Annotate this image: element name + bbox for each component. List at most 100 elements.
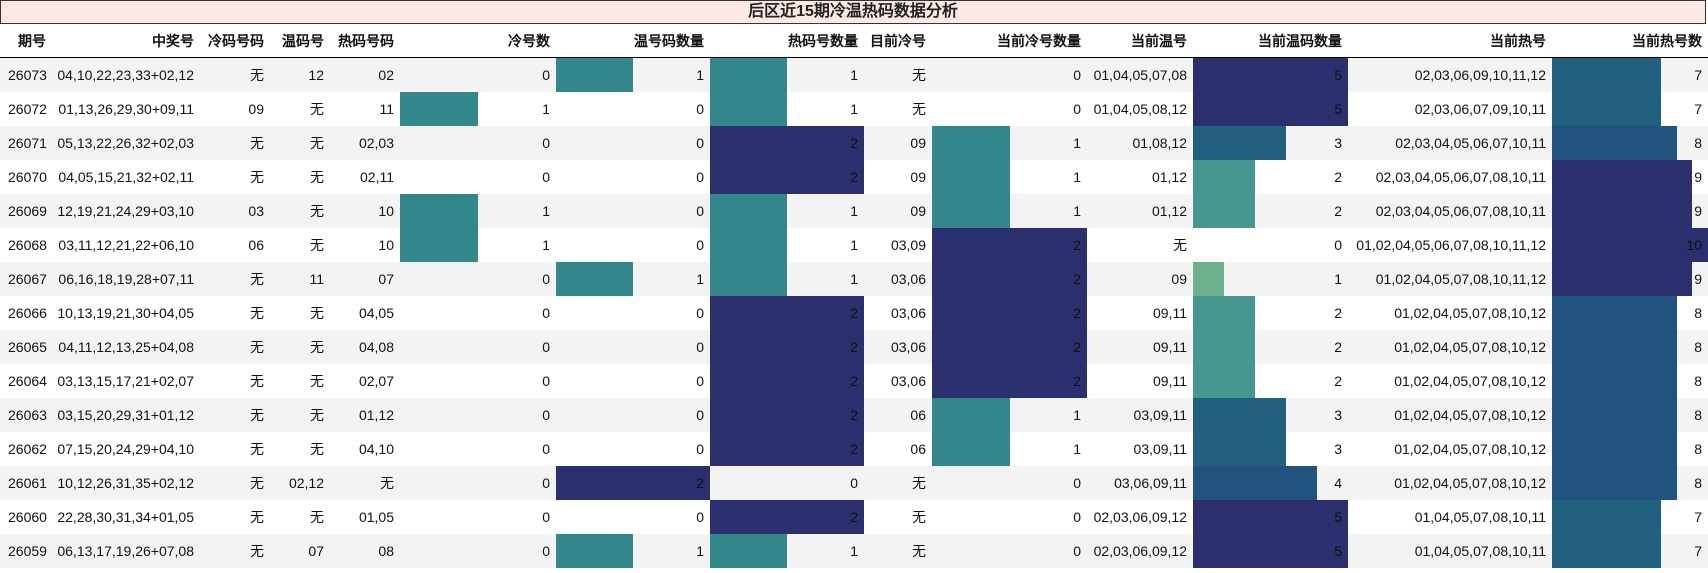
cell-cur_cold: 03,06: [890, 339, 926, 355]
data-bar-hot_n: [710, 534, 787, 568]
cell-hot: 10: [378, 237, 394, 253]
data-bar-cur_cold_n: [932, 194, 1010, 228]
cell-cur_hot: 01,02,04,05,07,08,10,12: [1394, 373, 1546, 389]
cell-warm_n: 0: [696, 203, 704, 219]
cell-warm: 07: [308, 543, 324, 559]
cell-hot_n: 1: [850, 271, 858, 287]
cell-cur_hot_n: 7: [1694, 101, 1702, 117]
cell-cur_warm: 01,08,12: [1132, 135, 1188, 151]
table-row: [0, 534, 1708, 568]
cell-warm_n: 2: [696, 475, 704, 491]
data-bar-cur_warm_n: [1193, 126, 1286, 160]
cell-cur_warm_n: 2: [1334, 305, 1342, 321]
cell-hot_n: 2: [850, 305, 858, 321]
cell-cur_cold_n: 0: [1073, 101, 1081, 117]
cell-hot: 02,03: [358, 135, 394, 151]
cell-hot_n: 2: [850, 169, 858, 185]
cell-hot: 07: [378, 271, 394, 287]
cell-prize: 05,13,22,26,32+02,03: [57, 135, 194, 151]
cell-warm: 无: [310, 169, 324, 185]
cell-cur_warm: 09: [1171, 271, 1187, 287]
data-bar-cold_n: [400, 228, 478, 262]
column-header-cold: 冷码号码: [208, 33, 264, 49]
cell-warm_n: 0: [696, 169, 704, 185]
cell-hot: 01,12: [358, 407, 394, 423]
data-bar-cur_cold_n: [932, 432, 1010, 466]
data-bar-cur_cold_n: [932, 296, 1087, 330]
data-bar-cur_warm_n: [1193, 58, 1348, 92]
cell-warm: 无: [310, 101, 324, 117]
cell-cur_cold: 无: [912, 101, 926, 117]
cell-hot_n: 1: [850, 101, 858, 117]
data-bar-hot_n: [710, 296, 864, 330]
cell-cold_n: 0: [542, 339, 550, 355]
cell-cur_hot_n: 8: [1694, 407, 1702, 423]
cell-cur_hot: 01,02,04,05,07,08,10,12: [1394, 305, 1546, 321]
cell-cold: 无: [250, 373, 264, 389]
cell-cold: 06: [248, 237, 264, 253]
cell-cur_hot_n: 8: [1694, 475, 1702, 491]
data-bar-cur_hot_n: [1552, 364, 1677, 398]
cell-prize: 07,15,20,24,29+04,10: [57, 441, 194, 457]
cell-hot_n: 1: [850, 237, 858, 253]
cell-cur_hot_n: 7: [1694, 509, 1702, 525]
cell-warm_n: 1: [696, 543, 704, 559]
data-bar-cur_warm_n: [1193, 432, 1286, 466]
cell-cur_hot: 01,02,04,05,07,08,10,11,12: [1375, 271, 1546, 287]
cell-cur_cold_n: 0: [1073, 475, 1081, 491]
data-bar-hot_n: [710, 58, 787, 92]
data-bar-cur_warm_n: [1193, 194, 1255, 228]
cell-cur_cold: 06: [910, 407, 926, 423]
cell-hot_n: 0: [850, 475, 858, 491]
cell-cur_cold: 03,09: [890, 237, 926, 253]
column-header-cold_n: 冷号数: [508, 33, 550, 49]
cell-hot: 02: [378, 67, 394, 83]
data-bar-cold_n: [400, 194, 478, 228]
cell-warm: 12: [308, 67, 324, 83]
cell-warm: 02,12: [288, 475, 324, 491]
column-header-warm: 温码号: [282, 33, 324, 49]
cell-cold: 无: [250, 407, 264, 423]
cell-cur_warm: 03,09,11: [1133, 407, 1187, 423]
cell-issue: 26067: [8, 271, 47, 287]
data-bar-cur_hot_n: [1552, 432, 1677, 466]
data-bar-cur_hot_n: [1552, 58, 1661, 92]
table-row: [0, 58, 1708, 92]
cell-cur_warm_n: 2: [1334, 203, 1342, 219]
column-header-cur_hot: 当前热号: [1490, 33, 1546, 49]
cell-cur_cold_n: 2: [1073, 271, 1081, 287]
cell-cur_warm: 无: [1173, 237, 1187, 253]
cell-cur_hot: 01,02,04,05,06,07,08,10,11,12: [1356, 237, 1546, 253]
cell-cold: 09: [248, 101, 264, 117]
cell-hot_n: 1: [850, 543, 858, 559]
cell-cur_hot: 01,02,04,05,07,08,10,12: [1394, 475, 1546, 491]
cell-warm_n: 0: [696, 509, 704, 525]
data-bar-cur_warm_n: [1193, 92, 1348, 126]
cell-issue: 26070: [8, 169, 47, 185]
cell-cur_hot_n: 8: [1694, 339, 1702, 355]
cell-issue: 26066: [8, 305, 47, 321]
cell-issue: 26063: [8, 407, 47, 423]
cell-cur_warm: 01,12: [1151, 203, 1187, 219]
cell-cold_n: 0: [542, 475, 550, 491]
table-row: [0, 92, 1708, 126]
cell-cur_warm: 03,09,11: [1133, 441, 1187, 457]
data-bar-hot_n: [710, 126, 864, 160]
cell-cur_cold_n: 1: [1073, 203, 1081, 219]
column-header-cur_cold: 目前冷号: [870, 33, 926, 49]
cell-cur_warm: 02,03,06,09,12: [1093, 509, 1187, 525]
cell-cur_warm_n: 4: [1334, 475, 1342, 491]
cell-prize: 03,15,20,29,31+01,12: [57, 407, 194, 423]
data-bar-cur_cold_n: [932, 330, 1087, 364]
cell-cur_cold: 03,06: [890, 271, 926, 287]
column-header-prize: 中奖号: [152, 33, 194, 49]
cell-cur_warm_n: 5: [1334, 509, 1342, 525]
cell-hot: 04,08: [358, 339, 394, 355]
cell-cur_cold_n: 2: [1073, 237, 1081, 253]
cell-cold: 03: [248, 203, 264, 219]
cell-issue: 26061: [8, 475, 47, 491]
cell-cold_n: 0: [542, 407, 550, 423]
data-bar-cur_cold_n: [932, 228, 1087, 262]
cell-cur_hot_n: 8: [1694, 441, 1702, 457]
cell-cur_hot: 01,02,04,05,07,08,10,12: [1394, 407, 1546, 423]
